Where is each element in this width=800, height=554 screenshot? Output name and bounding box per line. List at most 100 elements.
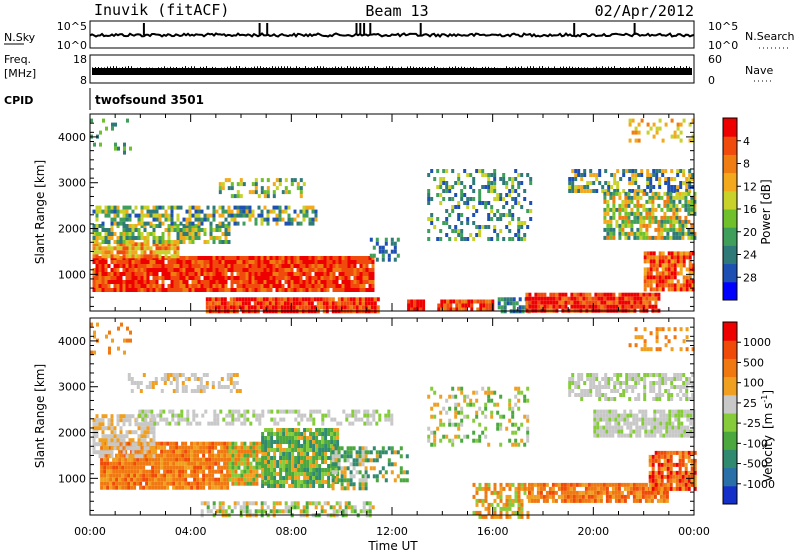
range-cell xyxy=(457,173,461,177)
range-cell xyxy=(119,217,123,222)
range-cell xyxy=(258,413,262,418)
range-cell xyxy=(288,428,292,432)
freq-jitter xyxy=(347,66,348,69)
range-cell xyxy=(485,299,489,304)
range-cell xyxy=(242,260,246,264)
range-cell xyxy=(107,450,111,455)
range-cell xyxy=(631,189,635,193)
range-cell xyxy=(309,432,313,436)
range-cell xyxy=(466,394,470,399)
range-cell xyxy=(98,205,102,210)
range-cell xyxy=(372,474,376,479)
range-cell xyxy=(439,177,443,181)
range-cell xyxy=(546,304,550,309)
range-cell xyxy=(430,430,434,435)
range-cell xyxy=(266,190,270,195)
range-cell xyxy=(194,272,198,276)
range-cell xyxy=(390,249,394,254)
range-cell xyxy=(634,173,638,177)
range-cell xyxy=(396,450,400,455)
range-cell xyxy=(233,260,237,264)
range-cell xyxy=(458,307,462,312)
range-cell xyxy=(317,284,321,288)
range-cell xyxy=(251,209,255,214)
range-cell xyxy=(667,177,671,181)
range-cell xyxy=(321,456,325,460)
freq-jitter xyxy=(341,66,342,69)
range-cell xyxy=(168,421,172,426)
range-cell xyxy=(371,260,375,264)
range-cell xyxy=(645,207,649,212)
range-cell xyxy=(243,473,247,478)
range-cell xyxy=(654,235,658,240)
range-cell xyxy=(636,215,640,220)
range-cell xyxy=(110,418,114,423)
range-cell xyxy=(95,422,99,427)
range-cell xyxy=(419,299,423,304)
range-cell xyxy=(234,477,238,482)
range-cell xyxy=(208,445,212,450)
range-cell xyxy=(214,297,218,302)
range-cell xyxy=(196,453,200,458)
range-cell xyxy=(143,280,147,284)
range-cell xyxy=(151,381,155,385)
range-cell xyxy=(157,485,161,490)
range-cell xyxy=(169,461,173,466)
range-cell xyxy=(628,189,632,193)
range-cell xyxy=(618,195,622,200)
range-cell xyxy=(381,446,385,451)
range-cell xyxy=(365,288,369,292)
range-cell xyxy=(603,191,607,196)
range-cell xyxy=(163,485,167,490)
range-cell xyxy=(152,254,156,259)
range-cell xyxy=(146,205,150,210)
range-cell xyxy=(344,268,348,272)
range-cell xyxy=(121,481,125,486)
range-cell xyxy=(657,195,661,200)
range-cell xyxy=(177,421,181,426)
range-cell xyxy=(153,421,157,426)
range-cell xyxy=(131,236,135,240)
range-cell xyxy=(113,442,117,447)
range-cell xyxy=(296,276,300,280)
freq-jitter xyxy=(224,67,225,70)
range-cell xyxy=(358,305,362,310)
range-cell xyxy=(100,473,104,478)
range-cell xyxy=(574,169,578,173)
range-cell xyxy=(658,118,662,123)
range-cell xyxy=(621,203,625,208)
range-cell xyxy=(109,465,113,470)
range-cell xyxy=(205,457,209,462)
range-cell xyxy=(182,228,186,232)
range-cell xyxy=(457,213,461,217)
range-cell xyxy=(167,276,171,280)
range-cell xyxy=(346,297,350,302)
range-cell xyxy=(227,178,231,183)
range-cell xyxy=(475,233,479,237)
range-cell xyxy=(609,223,613,228)
range-cell xyxy=(279,472,283,476)
range-cell xyxy=(194,205,198,210)
range-cell xyxy=(324,444,328,448)
range-cell xyxy=(146,232,150,236)
range-cell xyxy=(228,445,232,450)
range-cell xyxy=(350,288,354,292)
range-cell xyxy=(261,440,265,444)
range-cell xyxy=(124,461,128,466)
range-cell xyxy=(475,390,479,395)
range-cell xyxy=(624,304,628,309)
range-cell xyxy=(266,505,270,510)
range-cell xyxy=(134,224,138,228)
range-cell xyxy=(275,256,279,260)
range-cell xyxy=(176,260,180,264)
range-cell xyxy=(368,501,372,506)
range-cell xyxy=(633,292,637,297)
range-cell xyxy=(103,453,107,458)
range-cell xyxy=(335,276,339,280)
range-cell xyxy=(266,276,270,280)
freq-jitter xyxy=(353,66,354,69)
range-cell xyxy=(252,413,256,418)
range-cell xyxy=(125,414,129,419)
range-cell xyxy=(107,288,111,292)
range-cell xyxy=(684,199,688,204)
